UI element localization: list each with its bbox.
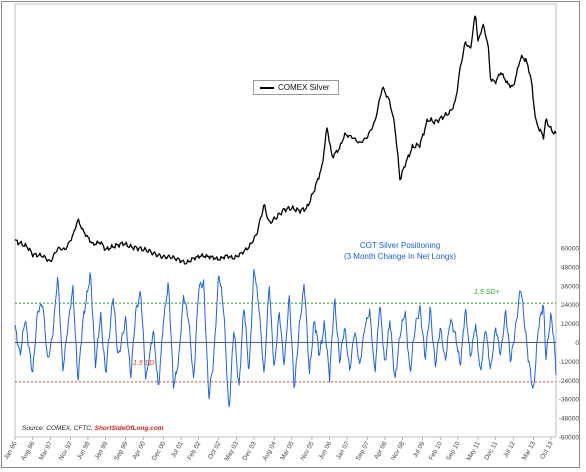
y-tick-label: 60000 [561, 246, 579, 253]
y-tick-label: 12000 [561, 321, 579, 328]
legend-swatch [260, 86, 274, 89]
cot-title-line2: (3 Month Change In Net Longs) [343, 252, 457, 261]
source-link[interactable]: ShortSideOfLong.com [94, 425, 164, 432]
cot-title-line1: COT Silver Positioning [359, 241, 441, 250]
y-tick-label: -24000 [559, 378, 580, 385]
y-tick-label: 36000 [561, 283, 579, 290]
silver-legend: COMEX Silver [253, 80, 339, 95]
source-note: Source: COMEX, CFTC, ShortSideOfLong.com [22, 425, 164, 432]
y-tick-label: -12000 [559, 359, 580, 366]
y-tick-label: 24000 [561, 302, 579, 309]
plot-area-border [14, 3, 557, 438]
source-prefix: Source: COMEX, CFTC, [22, 425, 95, 432]
y-tick-label: -48000 [559, 416, 580, 423]
sd-plus-label: 1.5 SD+ [474, 289, 500, 296]
cot-chart-title: COT Silver Positioning (3 Month Change I… [300, 240, 500, 262]
y-tick-label: -36000 [559, 397, 580, 404]
cot-series-line [14, 268, 557, 408]
y-tick-label: 48000 [561, 264, 579, 271]
y-axis-ticks: 60000 48000 36000 24000 12000 0 -12000 -24000 -3… [559, 246, 580, 442]
y-tick-label: 0 [575, 340, 579, 347]
sd-minus-label: 1.5 SD- [133, 360, 157, 367]
silver-price-line [14, 15, 557, 265]
y-tick-label: -60000 [559, 435, 580, 442]
legend-label: COMEX Silver [278, 83, 330, 92]
